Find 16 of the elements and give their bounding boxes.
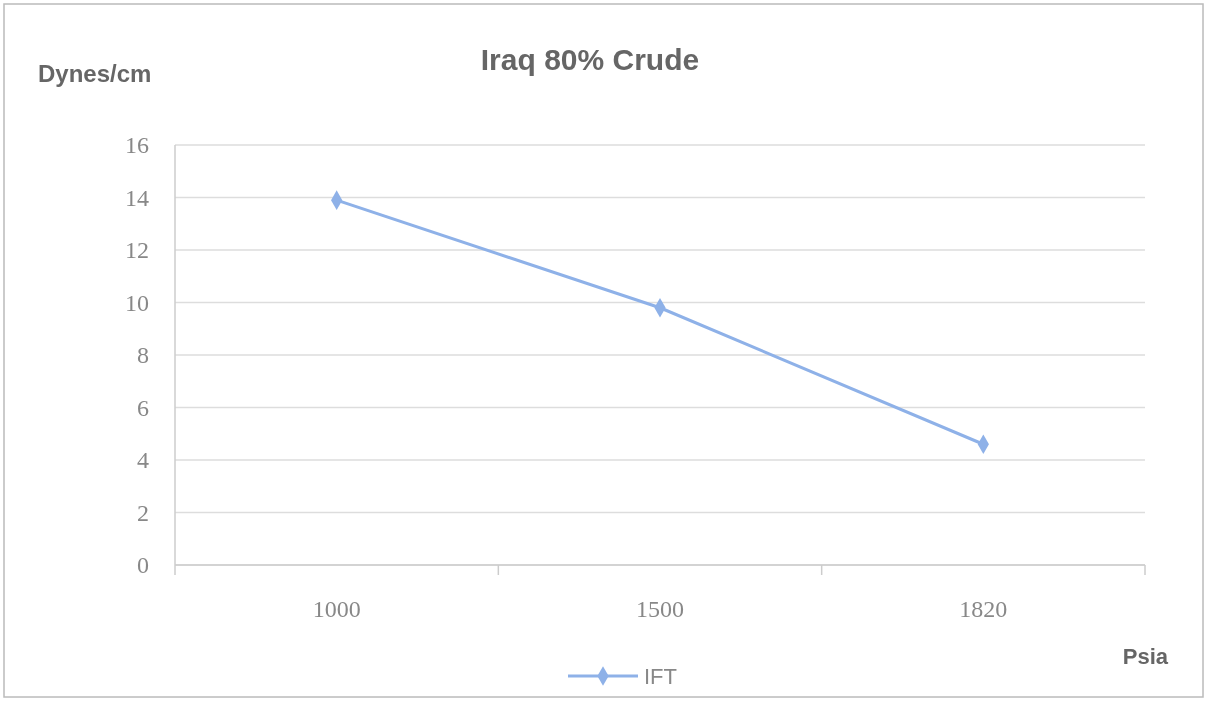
x-tick-label: 1000 [312, 596, 361, 622]
y-tick-label: 14 [125, 184, 149, 211]
y-axis-title: Dynes/cm [38, 60, 152, 87]
x-axis-title: Psia [1122, 644, 1169, 669]
y-tick-label: 6 [137, 394, 149, 421]
y-tick-label: 16 [125, 132, 149, 159]
y-tick-label: 12 [125, 237, 149, 264]
chart-title: Iraq 80% Crude [480, 43, 700, 76]
legend-label: IFT [644, 663, 677, 689]
y-tick-label: 8 [137, 342, 149, 369]
y-tick-label: 10 [125, 289, 149, 316]
y-tick-label: 0 [137, 552, 149, 579]
x-tick-label: 1820 [959, 596, 1008, 622]
y-tick-label: 4 [137, 447, 149, 474]
y-tick-label: 2 [137, 499, 149, 526]
x-tick-label: 1500 [636, 596, 684, 622]
